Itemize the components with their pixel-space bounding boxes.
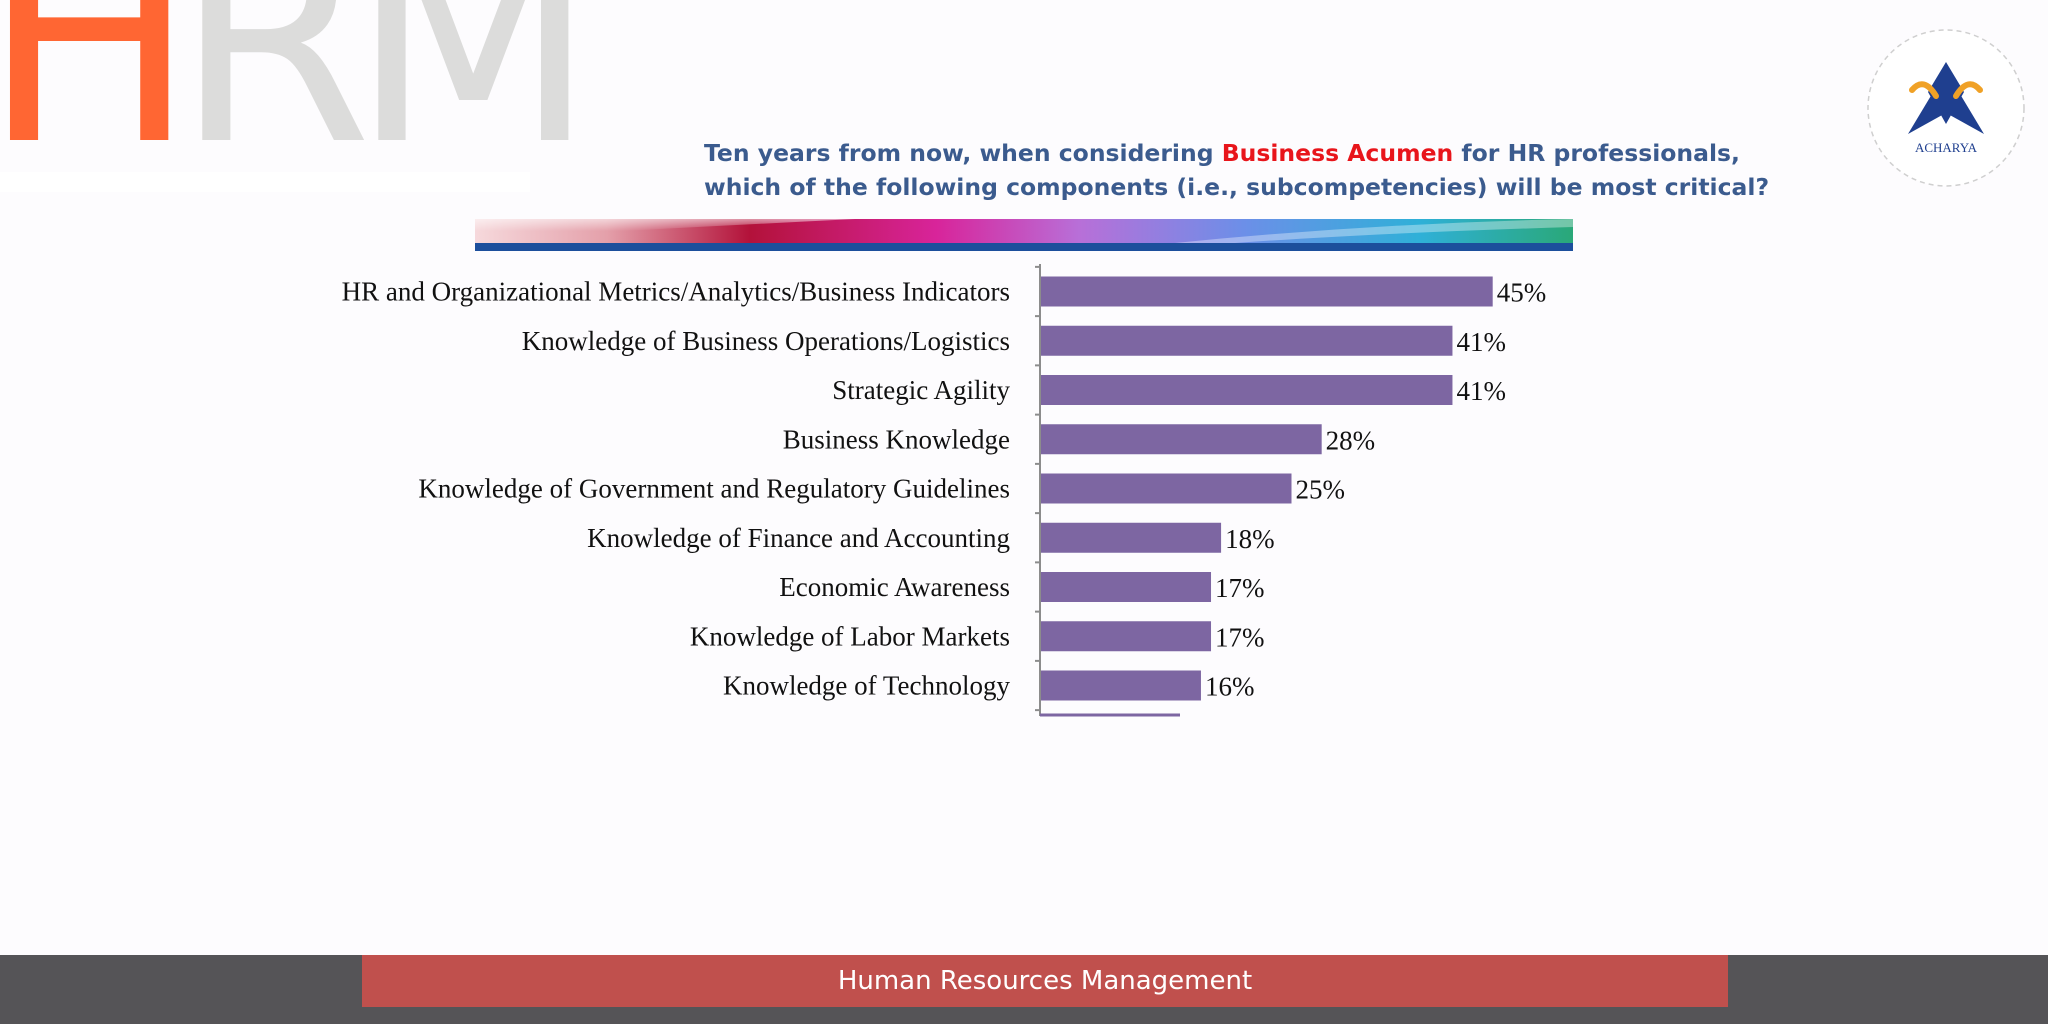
bar (1040, 325, 1453, 356)
bar-chart: HR and Organizational Metrics/Analytics/… (342, 264, 1546, 717)
question-title: Ten years from now, when considering Bus… (704, 136, 1770, 204)
hrm-wordmark-rm: RM (174, 0, 596, 208)
question-line-2: which of the following components (i.e.,… (704, 173, 1770, 201)
logo-left-arc (1909, 81, 1939, 99)
category-label: Knowledge of Technology (723, 671, 1011, 701)
question-line-1-after: for HR professionals, (1453, 139, 1740, 167)
bar (1040, 572, 1212, 602)
value-label: 25% (1296, 475, 1346, 505)
hrm-wordmark-h: H (0, 0, 196, 208)
value-label: 41% (1456, 327, 1506, 357)
bar (1040, 621, 1212, 652)
value-labels: 45% 41% 41% 28% 25% 18% 17% 17% 16% (1205, 278, 1546, 702)
ribbon-sheen-left (475, 219, 855, 239)
logo-text: ACHARYA (1915, 140, 1978, 155)
bar (1040, 670, 1201, 701)
category-label: Economic Awareness (779, 572, 1010, 602)
decorative-ribbon (475, 219, 1573, 251)
category-label: Knowledge of Finance and Accounting (587, 523, 1010, 553)
category-label: Business Knowledge (783, 424, 1010, 454)
category-label: Strategic Agility (832, 375, 1010, 405)
value-label: 45% (1497, 278, 1547, 308)
category-label: Knowledge of Business Operations/Logisti… (522, 326, 1010, 356)
value-label: 17% (1215, 573, 1265, 603)
value-label: 28% (1326, 425, 1376, 455)
category-label: Knowledge of Labor Markets (690, 621, 1010, 651)
category-labels: HR and Organizational Metrics/Analytics/… (342, 277, 1011, 701)
value-label: 41% (1456, 376, 1506, 406)
category-label: Knowledge of Government and Regulatory G… (418, 474, 1010, 504)
question-line-1-before: Ten years from now, when considering (704, 139, 1222, 167)
bar (1040, 424, 1322, 455)
value-label: 18% (1225, 524, 1275, 554)
category-label: HR and Organizational Metrics/Analytics/… (342, 277, 1010, 307)
category-axis (1035, 264, 1180, 717)
bars (1040, 276, 1493, 701)
wordmark-underbar (0, 172, 530, 192)
question-line-1: Ten years from now, when considering Bus… (704, 136, 1740, 170)
ribbon-sheen-right (1175, 219, 1573, 243)
value-label: 17% (1215, 622, 1265, 652)
logo-center-peak (1928, 62, 1964, 124)
bar (1040, 522, 1222, 553)
bar (1040, 276, 1493, 307)
footer-label: Human Resources Management (362, 955, 1728, 1007)
hrm-wordmark: HRM (0, 0, 596, 185)
logo-right-arc (1953, 81, 1983, 99)
question-highlight: Business Acumen (1221, 139, 1454, 167)
bar (1040, 375, 1453, 405)
acharya-logo: ACHARYA (1867, 29, 2025, 187)
bar (1040, 473, 1292, 504)
ribbon-underline (475, 243, 1573, 251)
value-label: 16% (1205, 672, 1255, 702)
